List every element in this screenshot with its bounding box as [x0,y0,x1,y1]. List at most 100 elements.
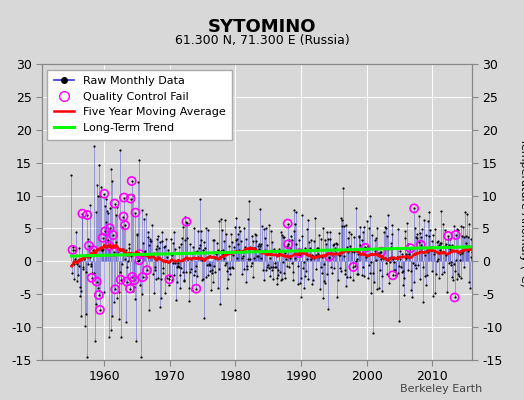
Point [395,318,403,324]
Point [400,291,409,298]
Point [295,250,303,256]
Point [244,256,252,262]
Point [111,286,119,292]
Point [299,265,307,272]
Point [156,239,165,246]
Point [441,227,449,234]
Point [431,290,440,296]
Point [192,286,201,292]
Point [73,261,82,267]
Point [102,218,110,225]
Point [257,255,265,261]
Point [330,241,338,247]
Point [398,269,406,276]
Point [388,231,397,237]
Point [409,278,418,285]
Point [266,255,274,262]
Point [115,269,124,275]
Point [311,214,319,221]
Point [423,249,432,256]
Point [325,229,334,235]
Point [191,263,200,269]
Point [357,251,365,257]
Point [364,275,373,282]
Point [298,233,306,239]
Point [182,218,191,225]
Point [293,263,302,269]
Point [331,247,339,253]
Point [154,275,162,282]
Point [427,244,435,251]
Point [355,233,363,240]
Point [381,260,390,266]
Point [120,194,128,201]
Point [367,290,376,296]
Point [463,243,472,250]
Point [252,232,260,238]
Point [418,245,426,252]
Point [423,246,431,253]
Point [210,262,219,269]
Point [354,271,362,277]
Point [187,266,195,272]
Point [168,277,177,283]
Point [197,228,205,234]
Point [203,262,211,268]
Point [155,245,163,251]
Point [153,242,161,249]
Point [246,244,254,250]
Point [402,251,410,257]
Point [160,289,169,296]
Point [466,285,474,292]
Point [455,250,464,257]
Point [383,270,391,277]
Point [169,240,178,246]
Point [97,184,105,190]
Point [124,258,133,264]
Point [420,217,428,223]
Point [320,260,329,267]
Point [178,235,186,241]
Point [283,220,292,227]
Point [308,281,316,287]
Point [216,301,224,307]
Point [324,236,332,242]
Point [221,262,229,268]
Point [381,255,389,262]
Point [228,239,236,245]
Point [315,254,323,260]
Point [132,210,140,216]
Point [176,285,184,292]
Point [185,284,193,291]
Point [139,249,148,255]
Point [67,172,75,178]
Point [410,205,418,212]
Point [162,254,171,260]
Point [173,264,181,270]
Point [383,232,391,239]
Point [458,233,466,239]
Point [223,268,232,274]
Point [448,241,456,248]
Point [260,235,269,242]
Point [136,251,144,258]
Point [380,229,388,235]
Point [352,258,360,264]
Point [439,220,447,227]
Point [74,263,83,269]
Point [81,323,89,330]
Point [302,250,311,256]
Point [331,244,340,251]
Point [342,282,350,289]
Point [351,262,359,269]
Point [453,226,461,232]
Point [444,233,452,239]
Point [83,212,92,218]
Point [397,264,405,270]
Point [332,250,341,256]
Point [333,241,342,247]
Point [337,222,346,229]
Point [344,235,352,241]
Point [445,246,454,253]
Point [314,250,322,257]
